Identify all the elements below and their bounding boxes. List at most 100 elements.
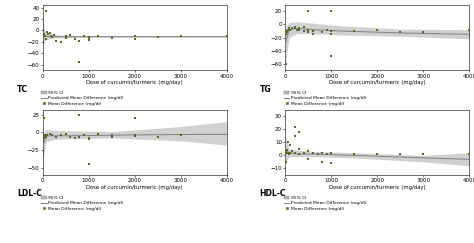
Point xyxy=(300,25,308,29)
Point xyxy=(328,32,335,35)
Point xyxy=(94,34,101,38)
Point xyxy=(283,30,291,34)
Point xyxy=(39,138,47,141)
X-axis label: Dose of curcumin/turmeric (mg/day): Dose of curcumin/turmeric (mg/day) xyxy=(86,185,183,190)
Point xyxy=(419,152,427,156)
Point xyxy=(286,143,294,147)
Point xyxy=(48,133,55,137)
Point xyxy=(309,32,317,36)
Point xyxy=(289,149,296,153)
Point xyxy=(53,135,60,139)
Point xyxy=(131,134,138,138)
Point xyxy=(76,39,83,43)
Point xyxy=(285,152,293,156)
Point xyxy=(41,34,49,38)
Point xyxy=(328,151,335,155)
Point xyxy=(300,151,308,155)
Point xyxy=(43,37,50,41)
Point xyxy=(44,133,51,137)
Point xyxy=(66,33,74,37)
Point xyxy=(305,157,312,161)
Point xyxy=(57,133,65,137)
Point xyxy=(283,29,290,33)
Point xyxy=(62,132,69,136)
Point xyxy=(131,133,138,137)
Point xyxy=(282,32,290,36)
Point xyxy=(295,147,303,151)
Point xyxy=(328,161,335,165)
Point xyxy=(85,136,92,140)
Point xyxy=(108,133,115,137)
Text: TG: TG xyxy=(260,85,271,94)
Point xyxy=(85,35,92,39)
Point xyxy=(282,151,290,155)
Point xyxy=(465,28,473,32)
Point xyxy=(71,136,79,140)
Point xyxy=(131,116,138,120)
Point xyxy=(39,166,47,170)
Point xyxy=(282,62,290,66)
Point xyxy=(319,160,326,164)
Point xyxy=(291,151,298,155)
Point xyxy=(374,152,381,156)
Point xyxy=(154,135,161,139)
Point xyxy=(323,152,330,156)
Point xyxy=(85,138,92,141)
Point xyxy=(80,34,88,38)
Point xyxy=(223,34,230,38)
Legend: 95% CI, Predicted Mean Difference (mg/dl), Mean Difference (mg/dl): 95% CI, Predicted Mean Difference (mg/dl… xyxy=(284,91,366,106)
Point xyxy=(323,28,330,32)
Point xyxy=(76,113,83,116)
Point xyxy=(319,151,326,155)
Point xyxy=(397,30,404,34)
Legend: 95% CI, Predicted Mean Difference (mg/dl), Mean Difference (mg/dl): 95% CI, Predicted Mean Difference (mg/dl… xyxy=(41,196,123,210)
Point xyxy=(309,29,317,33)
Point xyxy=(40,116,48,120)
Point xyxy=(154,35,161,39)
Point xyxy=(47,34,55,38)
Point xyxy=(300,29,308,33)
Point xyxy=(291,134,298,138)
Point xyxy=(80,133,88,137)
Point xyxy=(419,30,427,34)
Point xyxy=(44,30,51,34)
Point xyxy=(374,28,381,32)
Point xyxy=(108,35,115,39)
Point xyxy=(291,26,298,30)
Point xyxy=(286,151,294,155)
Point xyxy=(131,34,138,38)
Text: TC: TC xyxy=(17,85,28,94)
Point xyxy=(40,136,48,140)
Point xyxy=(43,9,50,12)
Legend: 95% CI, Predicted Mean Difference (mg/dl), Mean Difference (mg/dl): 95% CI, Predicted Mean Difference (mg/dl… xyxy=(284,196,366,210)
Point xyxy=(45,32,52,36)
Point xyxy=(314,152,321,156)
Point xyxy=(85,36,92,40)
Point xyxy=(283,149,290,153)
Point xyxy=(39,31,47,35)
Point xyxy=(295,28,303,32)
Point xyxy=(293,28,301,32)
Point xyxy=(397,152,404,156)
X-axis label: Dose of curcumin/turmeric (mg/day): Dose of curcumin/turmeric (mg/day) xyxy=(329,185,426,190)
Point xyxy=(351,29,358,33)
Point xyxy=(328,9,335,13)
Point xyxy=(285,26,293,30)
Point xyxy=(289,26,296,30)
Point xyxy=(43,135,50,139)
Point xyxy=(283,148,291,152)
Point xyxy=(305,9,312,13)
Text: HDL-C: HDL-C xyxy=(260,189,286,198)
Point xyxy=(284,140,292,144)
X-axis label: Dose of curcumin/turmeric (mg/day): Dose of curcumin/turmeric (mg/day) xyxy=(329,80,426,85)
Point xyxy=(131,37,138,41)
Point xyxy=(351,152,358,156)
Point xyxy=(291,125,298,129)
Point xyxy=(284,151,292,155)
Point xyxy=(295,130,303,134)
Point xyxy=(291,25,298,29)
Point xyxy=(71,37,79,41)
Point xyxy=(85,38,92,42)
Point xyxy=(57,40,65,44)
Point xyxy=(305,149,312,153)
